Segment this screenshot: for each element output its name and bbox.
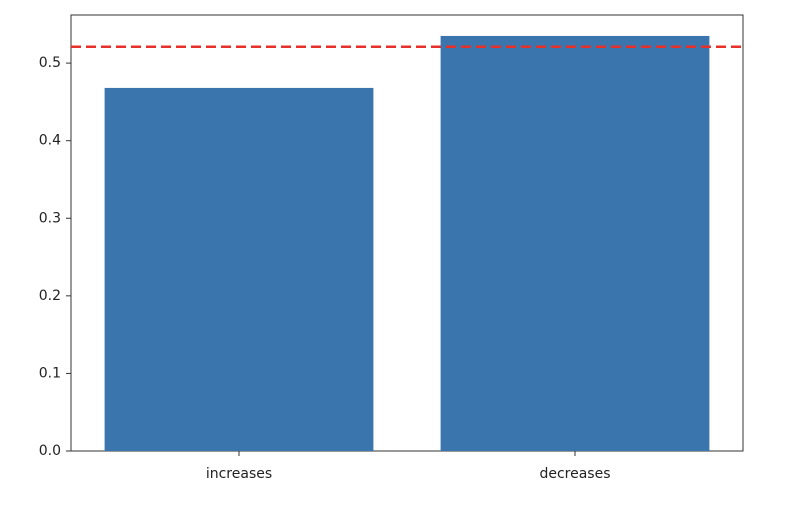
y-tick-label: 0.4: [39, 133, 61, 149]
y-tick-label: 0.1: [39, 365, 61, 381]
y-tick-label: 0.2: [39, 288, 61, 304]
x-tick-label: decreases: [539, 466, 610, 482]
x-tick-label: increases: [206, 466, 272, 482]
bar: [104, 87, 374, 452]
y-tick-label: 0.5: [39, 55, 61, 71]
bar: [440, 35, 710, 451]
axes-frame: [70, 14, 744, 452]
y-tick-label: 0.0: [39, 443, 61, 459]
y-tick-label: 0.3: [39, 210, 61, 226]
